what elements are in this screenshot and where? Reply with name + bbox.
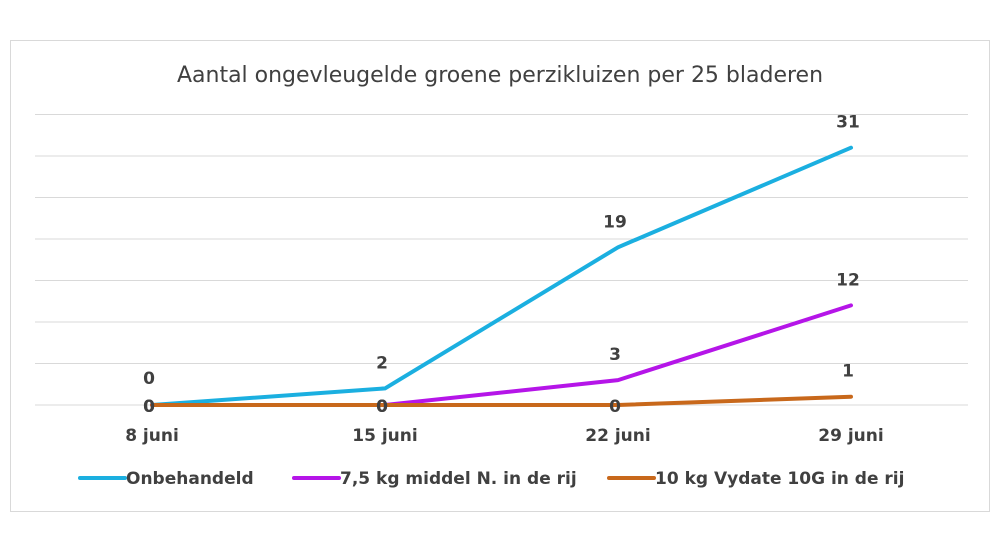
chart-title: Aantal ongevleugelde groene perzikluizen… [177, 63, 823, 88]
legend: Onbehandeld 7,5 kg middel N. in de rij 10 … [78, 469, 904, 489]
data-label: 0 [143, 397, 155, 417]
legend-label: Onbehandeld [126, 469, 254, 489]
data-label: 0 [376, 397, 388, 417]
x-tick-label: 8 juni [125, 426, 179, 446]
x-tick-label: 22 juni [585, 426, 650, 446]
x-tick-label: 15 juni [352, 426, 417, 446]
data-label: 19 [603, 212, 627, 232]
data-label: 2 [376, 353, 388, 373]
series-lines [150, 145, 853, 407]
data-label: 3 [609, 345, 621, 365]
series-line-2 [150, 303, 853, 407]
x-tick-label: 29 juni [818, 426, 883, 446]
data-label: 1 [842, 362, 854, 382]
data-label: 12 [836, 270, 860, 290]
data-label: 31 [836, 113, 860, 133]
data-label: 0 [376, 397, 388, 417]
legend-label: 10 kg Vydate 10G in de rij [655, 469, 904, 489]
chart-frame [10, 40, 990, 512]
data-label: 0 [143, 397, 155, 417]
data-label: 0 [609, 397, 621, 417]
series-line-1 [150, 145, 853, 407]
data-label: 0 [143, 369, 155, 389]
legend-label: 7,5 kg middel N. in de rij [340, 469, 577, 489]
series-line-3 [150, 394, 853, 407]
x-axis-ticks: 8 juni 15 juni 22 juni 29 juni [125, 426, 884, 446]
